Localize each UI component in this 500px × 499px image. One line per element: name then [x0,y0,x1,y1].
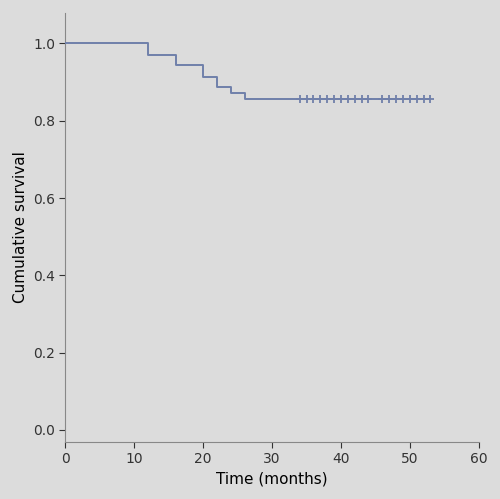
Y-axis label: Cumulative survival: Cumulative survival [12,151,28,303]
X-axis label: Time (months): Time (months) [216,472,328,487]
